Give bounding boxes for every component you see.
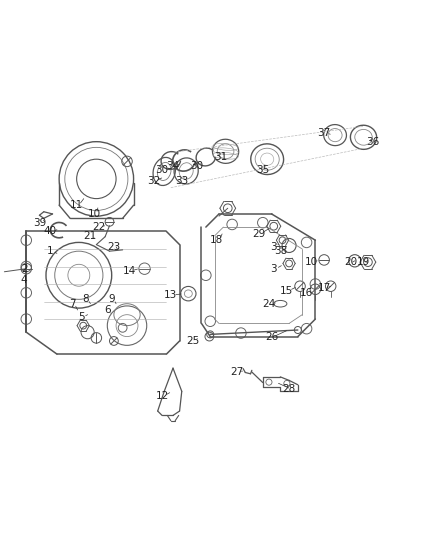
Text: 33: 33: [175, 176, 188, 186]
Text: 36: 36: [366, 136, 379, 147]
Text: 7: 7: [69, 298, 76, 309]
Text: 27: 27: [230, 367, 243, 377]
Text: 1: 1: [47, 246, 54, 256]
Text: 8: 8: [82, 294, 89, 304]
Text: 19: 19: [357, 257, 370, 267]
Text: 34: 34: [166, 161, 180, 171]
Text: 4: 4: [21, 274, 28, 285]
Text: 31: 31: [215, 152, 228, 162]
Text: 3: 3: [270, 242, 277, 252]
Text: 35: 35: [256, 165, 269, 175]
Text: 9: 9: [108, 294, 115, 304]
Text: 21: 21: [83, 231, 96, 241]
Text: 10: 10: [304, 257, 318, 267]
Text: 30: 30: [155, 165, 169, 175]
Text: 5: 5: [78, 312, 85, 322]
Text: 16: 16: [300, 288, 313, 298]
Text: 24: 24: [263, 298, 276, 309]
Text: 14: 14: [123, 266, 136, 276]
Text: 25: 25: [186, 336, 199, 346]
Text: 12: 12: [155, 391, 169, 401]
Text: 30: 30: [191, 161, 204, 171]
Text: 6: 6: [104, 305, 111, 316]
Text: 26: 26: [265, 332, 278, 342]
Text: 20: 20: [344, 257, 357, 267]
Text: 3: 3: [270, 264, 277, 273]
Text: 37: 37: [318, 128, 331, 138]
Text: 22: 22: [92, 222, 105, 232]
Text: 29: 29: [252, 229, 265, 239]
Text: 40: 40: [44, 227, 57, 237]
Text: 39: 39: [33, 217, 46, 228]
Text: 13: 13: [164, 290, 177, 300]
Text: 2: 2: [21, 264, 28, 273]
Text: 18: 18: [210, 235, 223, 245]
Text: 10: 10: [88, 209, 101, 219]
Text: 23: 23: [107, 242, 120, 252]
Text: 38: 38: [274, 246, 287, 256]
Text: 32: 32: [147, 176, 160, 186]
Text: 15: 15: [280, 286, 293, 296]
Text: 11: 11: [70, 200, 83, 210]
Text: 28: 28: [283, 384, 296, 394]
Text: 17: 17: [318, 284, 331, 293]
